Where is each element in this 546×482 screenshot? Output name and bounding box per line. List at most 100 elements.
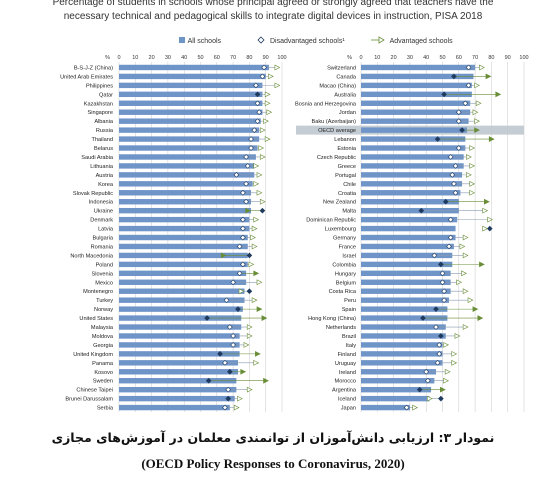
advantaged-marker-bulgaria — [250, 234, 256, 241]
bar-peru — [361, 297, 450, 303]
advantaged-marker-montenegro — [238, 288, 245, 295]
tick-label-2-60: 60 — [456, 55, 462, 61]
advantaged-marker-north-macedonia — [220, 252, 227, 259]
country-label-malta: Malta — [342, 209, 357, 215]
advantaged-marker-finland — [451, 350, 458, 357]
advantaged-marker-switzerland — [479, 64, 485, 71]
country-label-brazil: Brazil — [342, 334, 356, 340]
country-label-costa-rica: Costa Rica — [329, 289, 357, 295]
tick-label-2-100: 100 — [519, 55, 528, 61]
country-label-hong-kong-china: Hong Kong (China) — [308, 316, 356, 322]
advantaged-marker-italy — [443, 342, 450, 348]
tick-label-1-40: 40 — [181, 55, 187, 61]
disadvantaged-marker-finland — [436, 351, 443, 357]
country-label-united-states: United States — [79, 316, 113, 322]
advantaged-marker-argentina — [440, 386, 446, 393]
disadvantaged-marker-czech-republic — [447, 154, 454, 160]
disadvantaged-marker-qatar — [254, 91, 261, 98]
bar-dominican-republic — [361, 216, 458, 223]
bar-poland — [119, 261, 248, 268]
country-label-oecd-average: OECD average — [318, 128, 356, 134]
tick-label-2-0: 0 — [359, 55, 362, 61]
advantaged-marker-greece — [469, 163, 476, 169]
bar-korea — [119, 181, 253, 187]
country-label-jordan: Jordan — [339, 110, 356, 116]
country-label-croatia: Croatia — [338, 191, 357, 197]
advantaged-marker-hong-kong-china — [477, 315, 484, 321]
advantaged-marker-iceland — [426, 395, 433, 402]
disadvantaged-marker-lithuania — [244, 163, 251, 169]
advantaged-marker-kazakhstan — [264, 100, 271, 107]
advantaged-marker-brunei-darussalam — [237, 395, 243, 402]
advantaged-marker-thailand — [264, 136, 271, 142]
disadvantaged-marker-denmark — [240, 216, 246, 223]
country-label-malaysia: Malaysia — [91, 325, 114, 331]
tick-label-2-10: 10 — [374, 55, 380, 61]
bar-saudi-arabia — [119, 154, 256, 160]
advantaged-marker-croatia — [469, 189, 476, 196]
disadvantaged-marker-malta — [418, 207, 425, 214]
disadvantaged-marker-switzerland — [465, 64, 472, 71]
disadvantaged-marker-norway — [235, 306, 241, 312]
figure-source: (OECD Policy Responses to Coronavirus, 2… — [141, 456, 405, 471]
disadvantaged-marker-chile — [451, 181, 457, 187]
disadvantaged-marker-mexico — [230, 279, 236, 286]
bar-bosnia-and-herzegovina — [361, 100, 471, 106]
advantaged-marker-singapore — [266, 109, 273, 116]
bar-north-macedonia — [119, 252, 248, 259]
country-label-canada: Canada — [336, 74, 356, 80]
disadvantaged-marker-spain — [433, 306, 439, 312]
disadvantaged-marker-georgia — [230, 342, 236, 348]
advantaged-marker-canada — [485, 73, 492, 80]
country-label-panama: Panama — [92, 361, 114, 367]
bar-baku-azerbaijan — [361, 118, 469, 124]
bar-uruguay — [361, 360, 443, 366]
country-label-italy: Italy — [346, 343, 356, 349]
advantaged-marker-morocco — [443, 377, 450, 384]
country-label-colombia: Colombia — [332, 262, 357, 268]
advantaged-marker-korea — [253, 180, 260, 187]
bar-switzerland — [361, 64, 476, 71]
disadvantaged-marker-japan — [403, 404, 410, 411]
tick-label-1-70: 70 — [230, 55, 236, 61]
disadvantaged-marker-colombia — [438, 261, 444, 268]
disadvantaged-marker-uruguay — [434, 360, 441, 366]
country-label-chile: Chile — [343, 182, 356, 188]
tick-label-1-10: 10 — [132, 55, 138, 61]
axis-unit-label-1: % — [105, 55, 110, 61]
disadvantaged-marker-austria — [233, 172, 240, 178]
disadvantaged-marker-brunei-darussalam — [225, 395, 232, 402]
advantaged-marker-dominican-republic — [487, 216, 494, 223]
country-label-korea: Korea — [98, 182, 114, 188]
bar-thailand — [119, 136, 260, 142]
bar-ukraine — [119, 207, 252, 214]
tick-label-2-30: 30 — [407, 55, 413, 61]
disadvantaged-marker-portugal — [449, 172, 456, 178]
country-label-norway: Norway — [94, 307, 113, 313]
disadvantaged-marker-oecd-average — [459, 127, 465, 133]
bar-belarus — [119, 145, 258, 151]
country-label-luxembourg: Luxembourg — [325, 227, 356, 233]
advantaged-marker-bosnia-and-herzegovina — [475, 100, 482, 107]
bar-argentina — [361, 386, 432, 393]
country-label-serbia: Serbia — [97, 406, 114, 412]
country-label-netherlands: Netherlands — [326, 325, 356, 331]
advantaged-marker-netherlands — [462, 324, 469, 330]
advantaged-marker-lithuania — [253, 163, 260, 169]
country-label-sweden: Sweden — [93, 379, 113, 385]
advantaged-marker-brazil — [454, 333, 461, 339]
disadvantaged-marker-morocco — [425, 377, 431, 384]
disadvantaged-marker-belarus — [248, 145, 254, 151]
bar-croatia — [361, 190, 461, 196]
bar-ireland — [361, 369, 436, 375]
country-label-bosnia-and-herzegovina: Bosnia and Herzegovina — [295, 101, 357, 107]
tick-label-2-70: 70 — [472, 55, 478, 61]
country-label-slovak-republic: Slovak Republic — [73, 191, 113, 197]
country-label-argentina: Argentina — [332, 388, 357, 394]
country-label-dominican-republic: Dominican Republic — [306, 218, 356, 224]
tick-label-1-90: 90 — [263, 55, 269, 61]
bar-lithuania — [119, 163, 255, 169]
advantaged-marker-b-s-j-z-china — [274, 64, 281, 71]
tick-label-1-0: 0 — [117, 55, 120, 61]
advantaged-marker-jordan — [472, 109, 479, 116]
